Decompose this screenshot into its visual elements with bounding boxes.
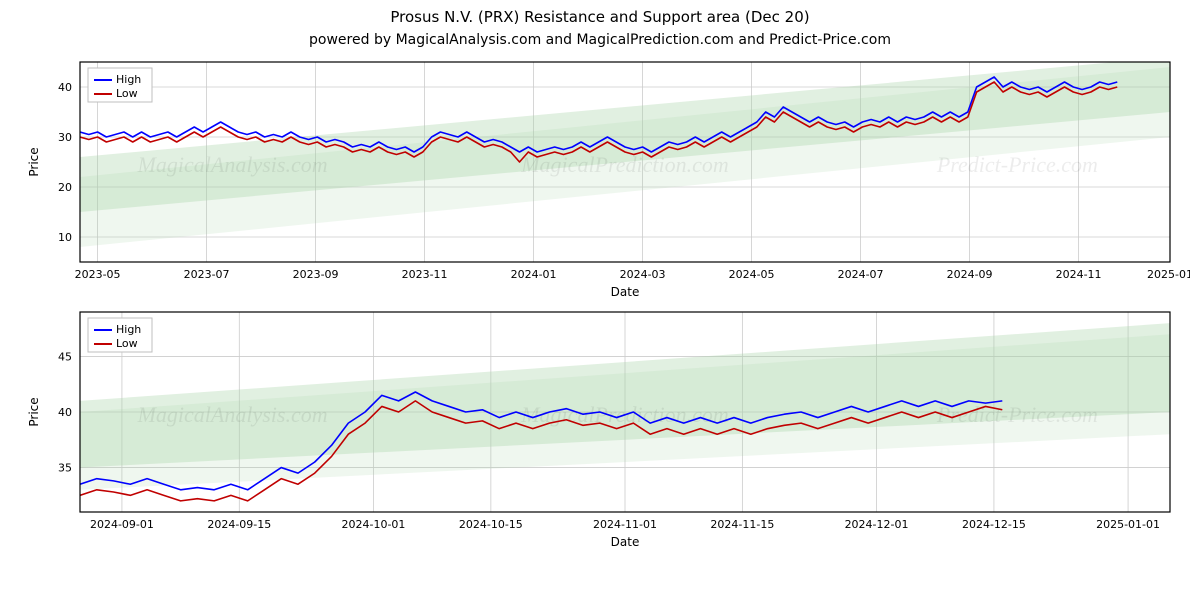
svg-text:High: High xyxy=(116,73,141,86)
svg-text:20: 20 xyxy=(58,181,72,194)
svg-text:2023-11: 2023-11 xyxy=(402,268,448,281)
svg-text:10: 10 xyxy=(58,231,72,244)
svg-text:Date: Date xyxy=(611,285,640,299)
svg-text:2024-12-01: 2024-12-01 xyxy=(845,518,909,531)
svg-text:2025-01-01: 2025-01-01 xyxy=(1096,518,1160,531)
svg-text:2024-07: 2024-07 xyxy=(838,268,884,281)
svg-text:Date: Date xyxy=(611,535,640,549)
svg-text:2024-09-01: 2024-09-01 xyxy=(90,518,154,531)
svg-text:2024-10-15: 2024-10-15 xyxy=(459,518,523,531)
chart-subtitle: powered by MagicalAnalysis.com and Magic… xyxy=(0,26,1200,52)
top-chart: 10 20 30 40 2023-05 2023-07 2023-09 2023-11 2024… xyxy=(10,52,1190,302)
svg-text:35: 35 xyxy=(58,462,72,475)
svg-text:MagicalPrediction.com: MagicalPrediction.com xyxy=(520,152,729,177)
bottom-chart: 35 40 45 2024-09-01 2024-09-15 2024-10-01 2024… xyxy=(10,302,1190,562)
svg-text:30: 30 xyxy=(58,131,72,144)
chart-title: Prosus N.V. (PRX) Resistance and Support… xyxy=(0,0,1200,26)
svg-text:Low: Low xyxy=(116,87,138,100)
svg-text:40: 40 xyxy=(58,406,72,419)
svg-text:2024-09-15: 2024-09-15 xyxy=(207,518,271,531)
svg-text:MagicalAnalysis.com: MagicalAnalysis.com xyxy=(137,152,328,177)
svg-text:2025-01: 2025-01 xyxy=(1147,268,1190,281)
svg-text:2024-09: 2024-09 xyxy=(947,268,993,281)
svg-text:2024-11-15: 2024-11-15 xyxy=(710,518,774,531)
svg-text:2024-05: 2024-05 xyxy=(729,268,775,281)
svg-text:2024-12-15: 2024-12-15 xyxy=(962,518,1026,531)
svg-text:Price: Price xyxy=(27,147,41,176)
svg-text:MagicalAnalysis.com: MagicalAnalysis.com xyxy=(137,402,328,427)
svg-text:45: 45 xyxy=(58,350,72,363)
svg-text:2023-07: 2023-07 xyxy=(184,268,230,281)
svg-text:Low: Low xyxy=(116,337,138,350)
svg-text:2023-05: 2023-05 xyxy=(75,268,121,281)
svg-text:2024-03: 2024-03 xyxy=(620,268,666,281)
svg-text:Predict-Price.com: Predict-Price.com xyxy=(936,152,1098,177)
svg-text:2024-10-01: 2024-10-01 xyxy=(341,518,405,531)
svg-text:2024-11-01: 2024-11-01 xyxy=(593,518,657,531)
svg-text:2023-09: 2023-09 xyxy=(293,268,339,281)
svg-text:High: High xyxy=(116,323,141,336)
svg-text:2024-01: 2024-01 xyxy=(511,268,557,281)
svg-text:2024-11: 2024-11 xyxy=(1056,268,1102,281)
svg-text:Price: Price xyxy=(27,397,41,426)
svg-text:40: 40 xyxy=(58,81,72,94)
